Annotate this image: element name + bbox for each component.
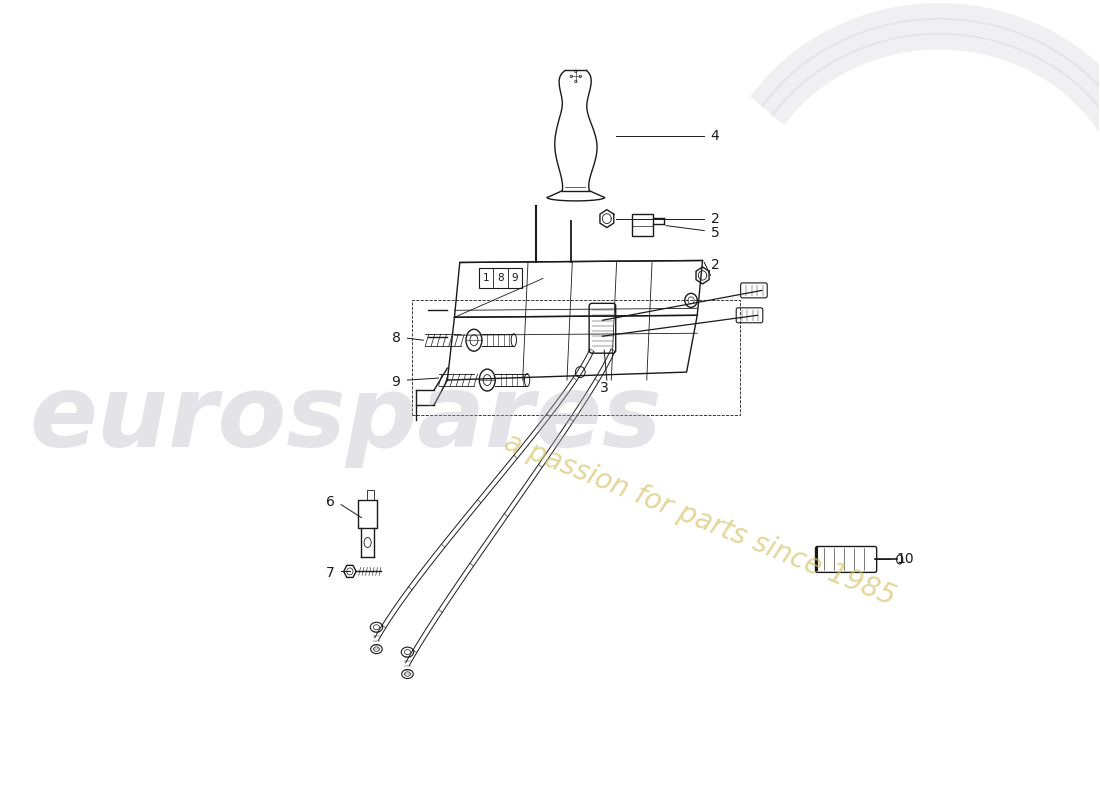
Text: a passion for parts since 1985: a passion for parts since 1985	[500, 428, 900, 611]
Text: 8: 8	[392, 331, 400, 346]
Text: 7: 7	[326, 566, 334, 580]
Text: 1: 1	[483, 274, 490, 283]
Text: 2: 2	[711, 212, 719, 226]
Text: 9: 9	[512, 274, 518, 283]
Text: 4: 4	[711, 129, 719, 143]
Text: 5: 5	[711, 226, 719, 239]
Text: 2: 2	[711, 258, 719, 273]
Text: eurospares: eurospares	[30, 371, 662, 469]
Text: 9: 9	[392, 375, 400, 389]
Text: 10: 10	[896, 553, 914, 566]
Bar	[480, 269, 521, 288]
Text: 8: 8	[497, 274, 504, 283]
Text: 3: 3	[600, 381, 608, 395]
Text: 6: 6	[326, 494, 334, 509]
Bar	[411, 300, 740, 415]
